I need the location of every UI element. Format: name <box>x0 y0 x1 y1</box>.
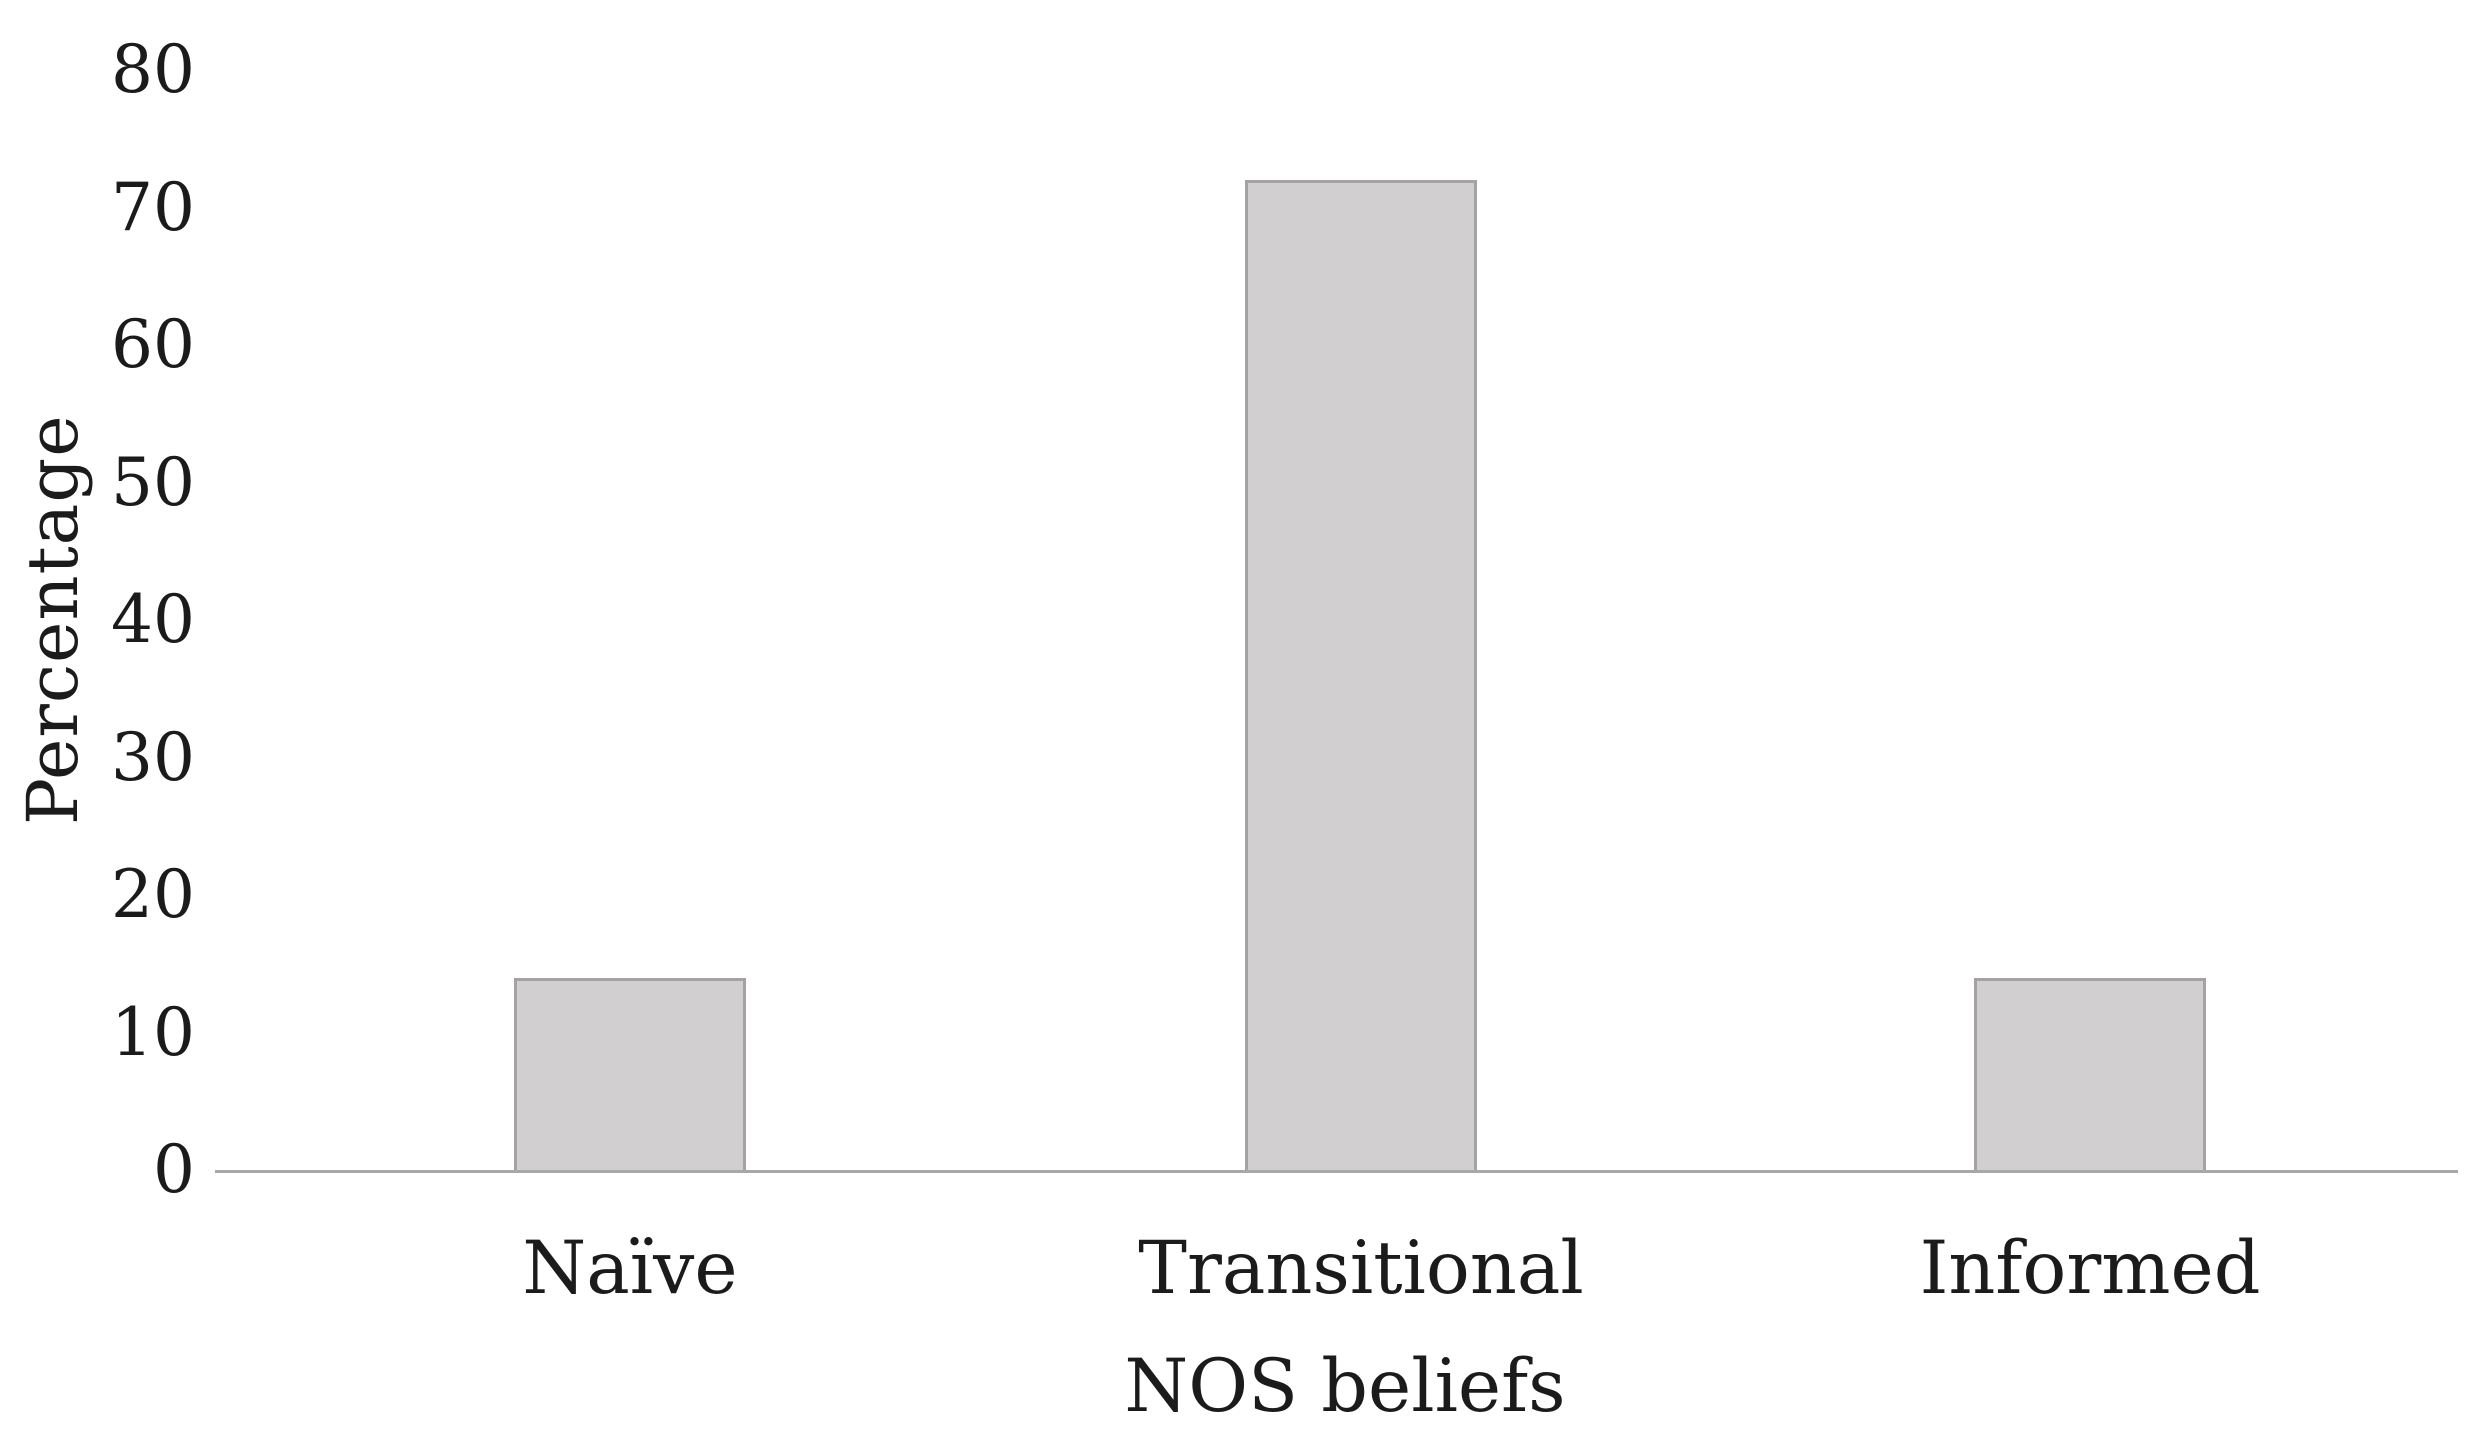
plot-area <box>215 70 2458 1173</box>
y-tick-label: 60 <box>111 306 195 383</box>
x-category-label: Informed <box>1919 1226 2261 1311</box>
bar-transitional <box>1245 180 1477 1170</box>
y-tick-label: 80 <box>111 31 195 108</box>
y-tick-label: 30 <box>111 718 195 796</box>
y-tick-label: 70 <box>111 168 195 246</box>
bar-naïve <box>514 977 746 1170</box>
y-tick-label: 20 <box>111 856 195 933</box>
y-tick-label: 10 <box>111 993 195 1071</box>
y-tick-label: 40 <box>111 581 195 658</box>
x-category-label: Naïve <box>522 1226 738 1311</box>
x-category-label: Transitional <box>1138 1226 1584 1311</box>
bar-informed <box>1974 977 2206 1170</box>
y-tick-label: 50 <box>111 443 195 521</box>
y-tick-label: 0 <box>153 1131 195 1208</box>
x-axis-title: NOS beliefs <box>1124 1344 1566 1429</box>
